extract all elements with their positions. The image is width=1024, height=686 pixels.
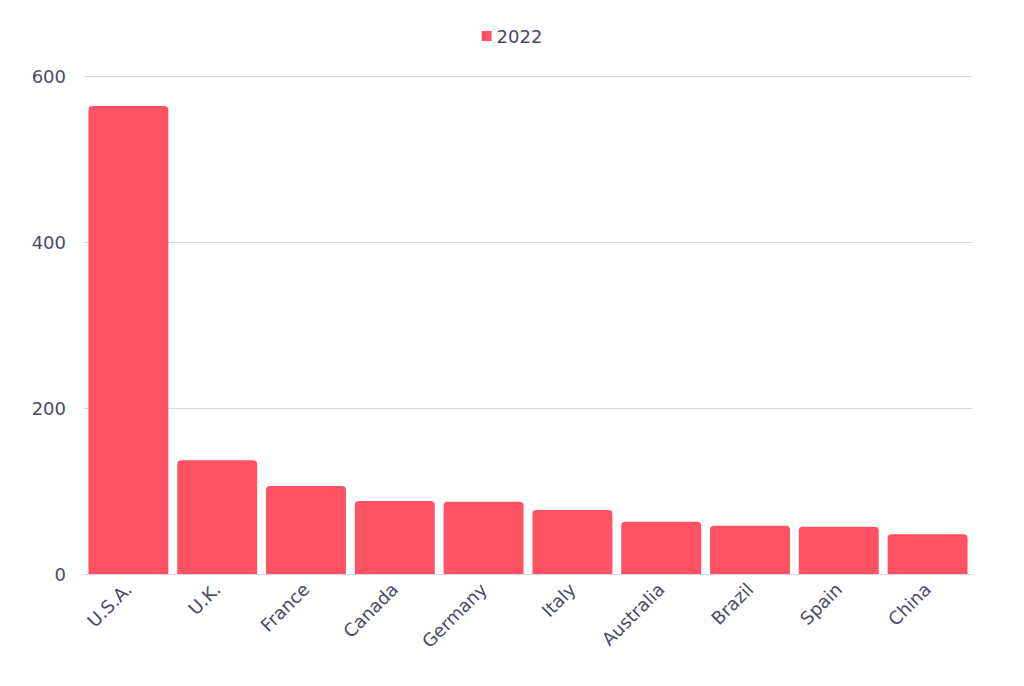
svg-text:600: 600 <box>32 66 66 87</box>
svg-text:200: 200 <box>32 398 66 419</box>
svg-text:Canada: Canada <box>339 579 402 642</box>
svg-text:2022: 2022 <box>497 26 543 47</box>
svg-text:U.S.A.: U.S.A. <box>83 579 136 632</box>
svg-text:Germany: Germany <box>418 578 492 652</box>
svg-text:U.K.: U.K. <box>184 579 225 620</box>
svg-text:France: France <box>256 579 313 636</box>
svg-text:Brazil: Brazil <box>707 579 757 629</box>
svg-text:400: 400 <box>32 232 66 253</box>
svg-text:Spain: Spain <box>796 579 846 629</box>
svg-text:0: 0 <box>55 564 66 585</box>
svg-text:Italy: Italy <box>537 578 580 621</box>
svg-text:China: China <box>884 579 935 630</box>
svg-text:Australia: Australia <box>598 579 669 650</box>
